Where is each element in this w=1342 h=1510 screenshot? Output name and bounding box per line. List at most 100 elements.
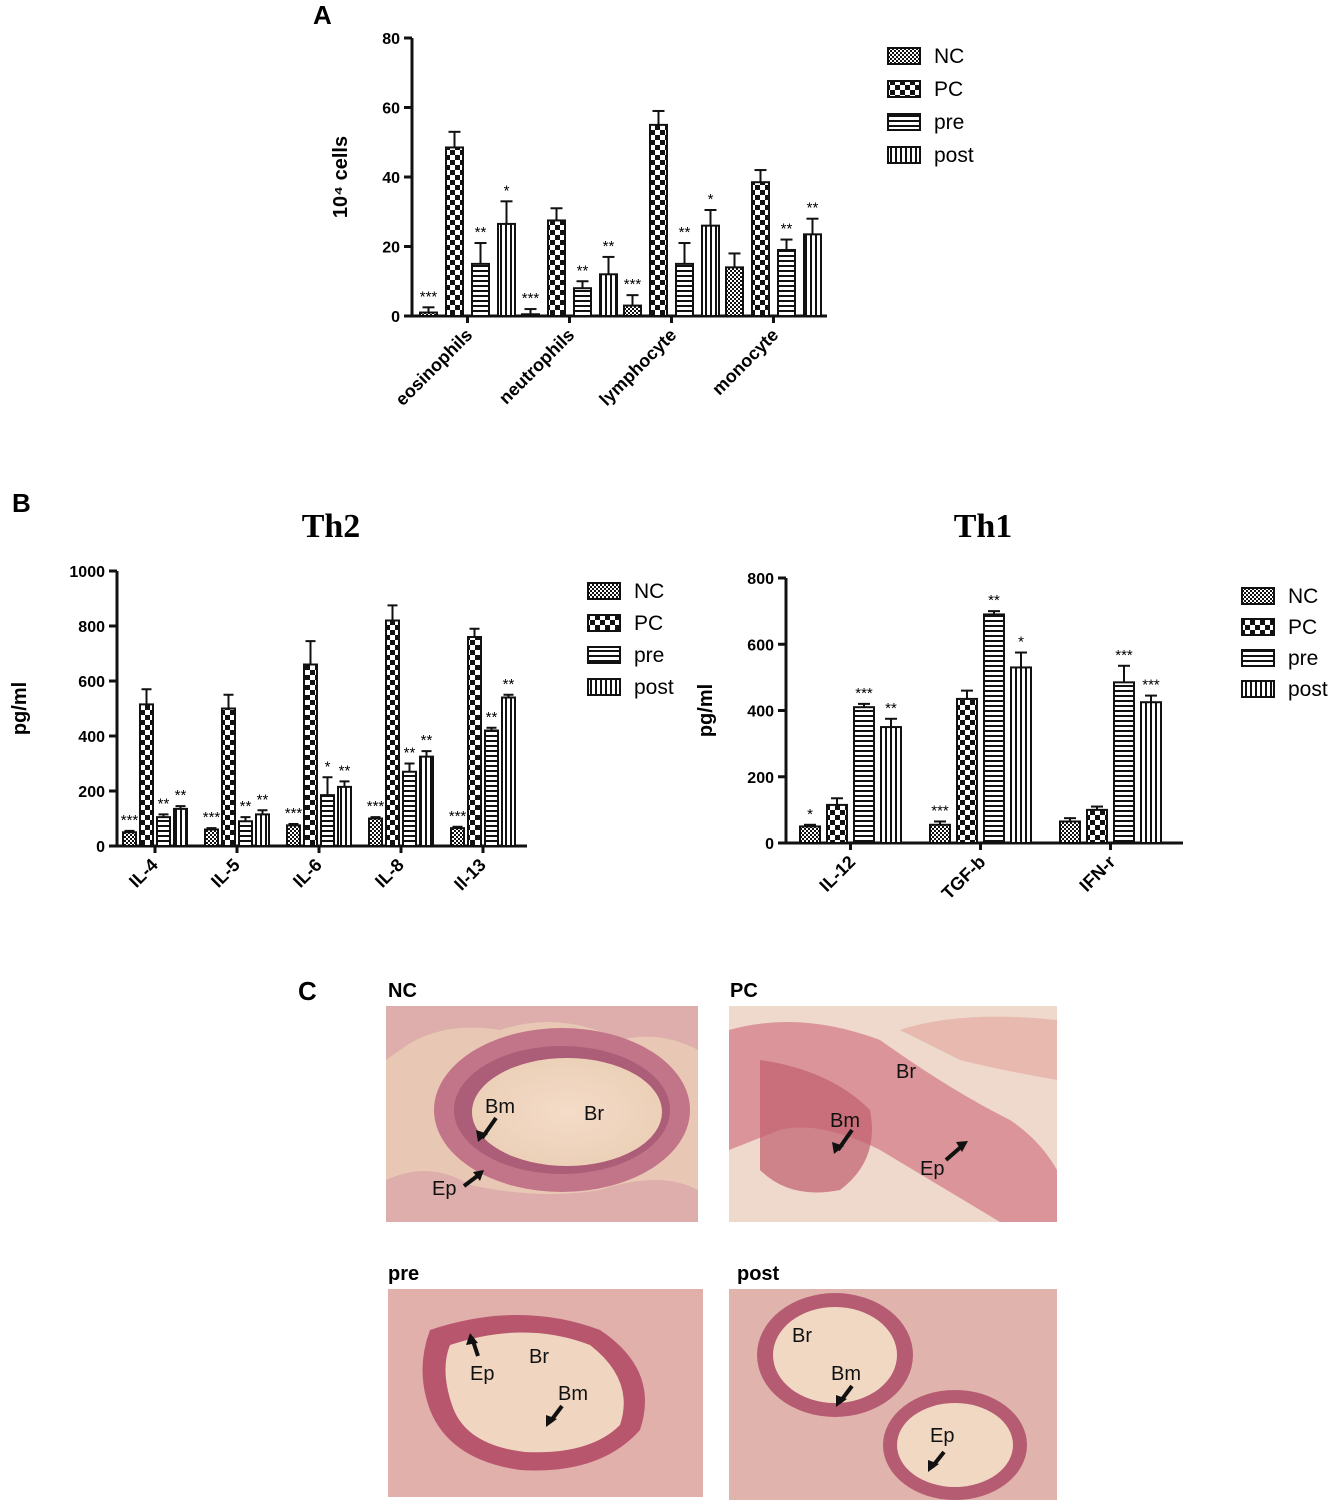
bar	[777, 248, 796, 318]
significance-label: ***	[121, 812, 139, 829]
chart-title-th2: Th2	[302, 508, 361, 545]
bar	[320, 794, 335, 847]
bar	[467, 636, 482, 847]
legend-label: post	[1288, 678, 1328, 701]
bar	[1113, 681, 1135, 844]
bar	[1140, 701, 1162, 844]
y-axis-label: 10⁴ cells	[330, 136, 352, 218]
legend-label: pre	[934, 111, 964, 134]
y-tick-label: 200	[747, 770, 774, 787]
bar	[139, 703, 154, 847]
bar	[368, 817, 383, 847]
significance-label: ***	[285, 805, 303, 822]
bar	[701, 224, 720, 317]
panel-label-b: B	[12, 488, 31, 518]
bar	[484, 729, 499, 847]
legend-swatch	[587, 582, 621, 600]
significance-label: **	[807, 200, 819, 217]
x-tick-label: eosinophils	[391, 325, 476, 410]
legend-swatch	[587, 678, 621, 696]
arrow-head-icon	[956, 1141, 968, 1152]
y-tick-label: 40	[382, 170, 400, 187]
significance-label: **	[781, 221, 793, 238]
significance-label: **	[988, 592, 1000, 609]
arrow-head-icon	[832, 1142, 844, 1154]
significance-label: ***	[1115, 647, 1133, 664]
histology-label: Ep	[930, 1425, 954, 1447]
bar	[983, 613, 1005, 844]
histology-title-nc: NC	[388, 980, 417, 1002]
bronchus-lumen	[445, 1332, 624, 1453]
arrow-head-icon	[476, 1130, 488, 1142]
chart-title-th1: Th1	[954, 508, 1013, 545]
significance-label: ***	[931, 802, 949, 819]
significance-label: **	[486, 709, 498, 726]
bar	[303, 663, 318, 847]
arrow-head-icon	[473, 1170, 484, 1181]
legend-swatch	[1241, 587, 1275, 605]
bronchus-lumen	[773, 1307, 897, 1403]
histology-panel-pc: PC Br Bm Ep	[729, 980, 1057, 1222]
bar	[1059, 820, 1081, 844]
bar	[1010, 666, 1032, 844]
bar	[956, 697, 978, 844]
significance-label: **	[158, 795, 170, 812]
significance-label: *	[1018, 634, 1024, 651]
bar	[255, 813, 270, 847]
x-tick-label: IL-12	[815, 852, 859, 896]
y-axis-label: pg/ml	[695, 684, 717, 737]
histology-label: Br	[584, 1103, 604, 1125]
arrow-head-icon	[546, 1415, 557, 1427]
bar	[402, 770, 417, 847]
histology-label: Bm	[485, 1096, 515, 1118]
legend-swatch	[587, 646, 621, 664]
bar	[238, 820, 253, 847]
significance-label: *	[325, 758, 331, 775]
y-tick-label: 200	[78, 784, 105, 801]
y-tick-label: 400	[747, 704, 774, 721]
bar	[573, 287, 592, 318]
legend-label: post	[634, 676, 674, 699]
histology-label: Br	[896, 1061, 916, 1083]
x-tick-label: neutrophils	[495, 325, 578, 408]
legend-label: post	[934, 144, 974, 167]
histology-label: Bm	[558, 1383, 588, 1405]
histology-panel-nc: NC Bm Br Ep	[386, 980, 698, 1222]
bar	[751, 181, 770, 317]
bar	[450, 827, 465, 847]
arrow-head-icon	[928, 1460, 939, 1472]
x-tick-label: IL-5	[207, 855, 244, 892]
bar	[599, 273, 618, 317]
histology-label: Bm	[831, 1363, 861, 1385]
x-tick-label: IL-6	[289, 855, 326, 892]
bar	[880, 726, 902, 844]
histology-panel-post: post Br Bm Ep	[729, 1263, 1057, 1500]
legend-swatch	[1241, 680, 1275, 698]
histology-label: Br	[792, 1325, 812, 1347]
bar	[803, 233, 822, 317]
arrow-icon	[944, 1144, 964, 1162]
bar	[156, 816, 171, 847]
tissue-fold	[900, 1016, 1057, 1080]
bar	[471, 262, 490, 317]
significance-label: *	[807, 806, 813, 823]
significance-label: ***	[203, 809, 221, 826]
significance-label: *	[708, 191, 714, 208]
bar	[853, 706, 875, 844]
histology-title-post: post	[737, 1263, 780, 1285]
histology-label: Ep	[920, 1158, 944, 1180]
panel-label-a: A	[313, 0, 332, 30]
significance-label: ***	[522, 290, 540, 307]
inflamed-tissue	[760, 1060, 872, 1193]
legend-label: NC	[934, 45, 964, 68]
bar	[173, 807, 188, 847]
significance-label: ***	[367, 798, 385, 815]
bar	[204, 828, 219, 847]
bar	[649, 123, 668, 317]
bar	[929, 823, 951, 844]
bar	[521, 313, 540, 318]
bar	[497, 222, 516, 318]
y-tick-label: 1000	[69, 564, 105, 581]
